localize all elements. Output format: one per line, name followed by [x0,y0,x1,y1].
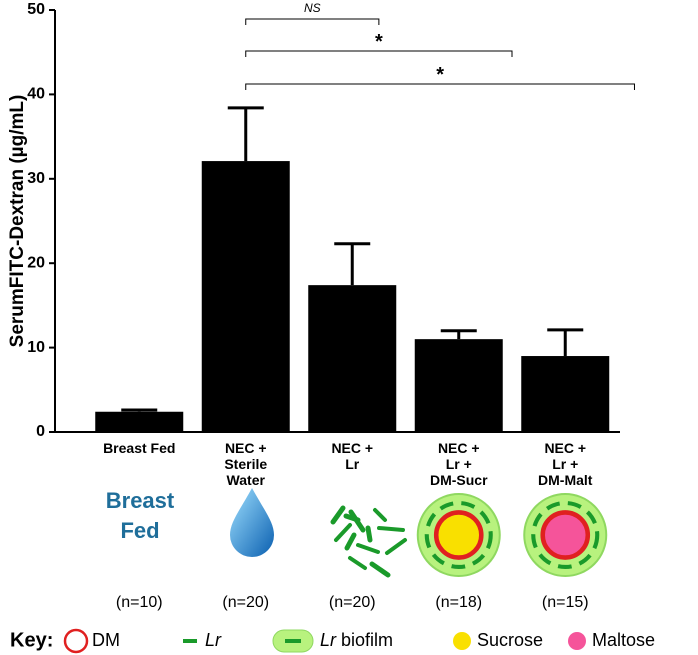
key-dm-icon [63,628,89,654]
maltose-biofilm-icon [540,510,591,560]
bar [308,285,397,432]
x-tick-label: NEC + Lr + DM-Malt [538,440,593,488]
y-tick-label: 0 [36,423,45,440]
y-tick-label: 30 [27,170,45,187]
sucrose-biofilm-icon [433,510,484,560]
x-tick-label: Breast Fed [103,440,176,456]
y-tick-label: 20 [27,254,45,271]
significance-bracket [245,83,635,90]
key-label-em: Lr [205,630,222,650]
significance-bracket [245,50,513,57]
error-bar [440,329,477,340]
key-label-em: Lr [320,630,337,650]
key-label-text: Sucrose [477,630,543,650]
key-label: Sucrose [477,630,543,650]
lr-icon-2 [334,508,407,570]
error-bar [547,328,584,357]
y-tick-label: 40 [27,86,45,103]
y-tick-label: 50 [27,1,45,18]
n-label: (n=10) [115,594,163,611]
significance-label: * [375,31,383,53]
error-bar [121,408,158,412]
key-label: Lr [205,630,222,650]
y-axis-label: SerumFITC-Dextran (µg/mL) [7,95,28,348]
sucrose-biofilm-icon [424,500,493,570]
key-title: Key: [10,629,53,651]
significance-label: NS [304,1,321,15]
group-label: Breast Fed [105,488,175,543]
bar [95,411,184,432]
x-tick-label: NEC + Lr [331,440,374,472]
error-bar [227,106,264,162]
n-label: (n=15) [541,594,589,611]
key-label-text: DM [92,630,120,650]
key-label: DM [92,630,120,650]
n-label: (n=18) [435,594,483,611]
n-label: (n=20) [222,594,270,611]
key-maltose-icon [568,632,586,650]
n-label: (n=20) [328,594,376,611]
y-tick-label: 10 [27,339,45,356]
key-label: Lr biofilm [320,630,393,650]
lr-icon [330,505,391,578]
x-tick-label: NEC + Sterile Water [224,440,268,488]
error-bar [334,242,371,286]
x-tick-label: NEC + Lr + DM-Sucr [429,440,488,488]
key-sucrose-icon [453,632,471,650]
significance-label: * [436,64,444,86]
bar [201,161,290,433]
significance-bracket [245,18,380,25]
maltose-biofilm-icon [531,500,600,570]
key-label: Maltose [592,630,655,650]
bar [414,339,503,432]
key-label-text: Maltose [592,630,655,650]
key-label-text: biofilm [341,630,393,650]
water-drop-icon [230,488,274,557]
bar [521,356,610,432]
